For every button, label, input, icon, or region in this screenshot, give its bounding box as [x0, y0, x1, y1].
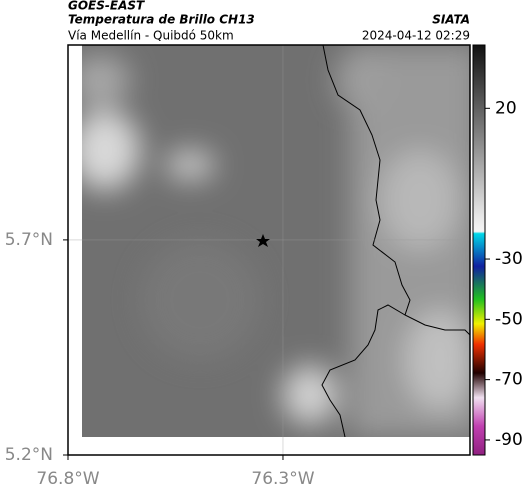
- location-marker: [256, 234, 270, 247]
- datetime: 2024-04-12 02:29: [362, 29, 470, 43]
- colorbar-tick-label: -30: [495, 249, 523, 269]
- satellite-image: [82, 45, 470, 437]
- colorbar: [472, 44, 486, 456]
- x-tick-label: 76.8°W: [36, 469, 99, 489]
- colorbar-tick-label: 20: [495, 98, 517, 118]
- title: GOES-EAST: [68, 0, 145, 13]
- map-frame: [67, 44, 471, 456]
- region: Vía Medellín - Quibdó 50km: [68, 29, 234, 43]
- source: SIATA: [432, 13, 470, 27]
- y-tick-label: 5.7°N: [5, 230, 53, 250]
- colorbar-tick-label: -70: [495, 370, 523, 390]
- colorbar-tick-label: -50: [495, 309, 523, 329]
- subtitle: Temperatura de Brillo CH13: [68, 13, 255, 27]
- y-tick-label: 5.2°N: [5, 445, 53, 465]
- border: [321, 45, 470, 437]
- colorbar-tick-label: -90: [495, 430, 523, 450]
- x-tick-label: 76.3°W: [251, 469, 314, 489]
